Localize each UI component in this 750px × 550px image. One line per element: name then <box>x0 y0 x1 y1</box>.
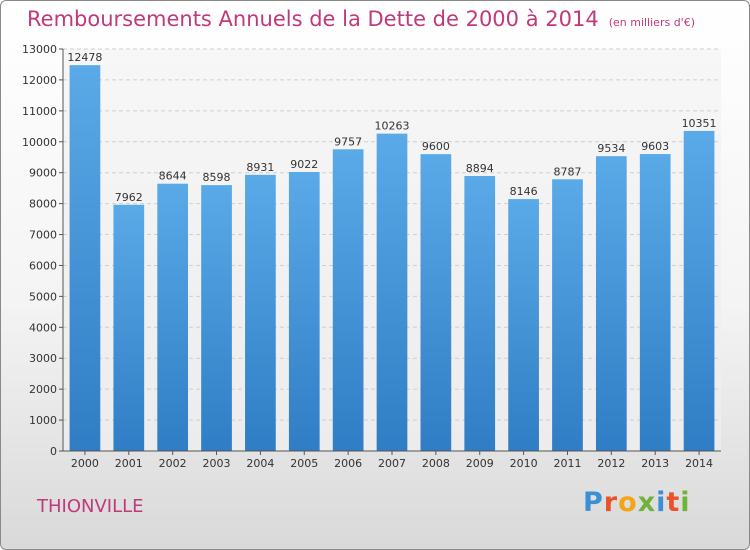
bar-value-label: 8931 <box>246 161 274 174</box>
x-tick-label: 2003 <box>203 457 231 470</box>
chart-title-text: Remboursements Annuels de la Dette de 20… <box>27 7 599 31</box>
bar-value-label: 8787 <box>553 165 581 178</box>
bar <box>639 154 671 451</box>
bar-value-label: 9534 <box>597 142 625 155</box>
x-tick-label: 2000 <box>71 457 99 470</box>
bar-value-label: 9600 <box>422 140 450 153</box>
y-tick-label: 7000 <box>29 229 57 242</box>
bar-value-label: 8644 <box>159 170 187 183</box>
x-tick-label: 2010 <box>510 457 538 470</box>
x-tick-label: 2014 <box>685 457 713 470</box>
bar <box>157 183 189 451</box>
bar <box>464 175 496 451</box>
y-tick-label: 10000 <box>22 136 57 149</box>
y-tick-label: 11000 <box>22 105 57 118</box>
logo-letter: o <box>618 487 638 518</box>
y-tick-label: 6000 <box>29 259 57 272</box>
bar <box>595 156 627 451</box>
bar <box>683 130 715 452</box>
y-tick-label: 8000 <box>29 198 57 211</box>
chart-unit: (en milliers d'€) <box>608 16 695 29</box>
city-name: THIONVILLE <box>37 496 144 517</box>
x-tick-label: 2013 <box>641 457 669 470</box>
logo-letter: r <box>603 487 619 518</box>
y-axis-ticks: 0 1000 2000 3000 4000 5000 6000 7000 8000 9000 100… <box>22 43 63 458</box>
bar <box>508 199 539 451</box>
y-tick-label: 3000 <box>29 352 57 365</box>
y-tick-label: 0 <box>50 445 57 458</box>
x-tick-label: 2009 <box>466 457 494 470</box>
bar-value-label: 10351 <box>682 117 717 130</box>
bar-value-label: 9603 <box>641 140 669 153</box>
bar-chart: 0 1000 2000 3000 4000 5000 6000 7000 8000 9000 100… <box>22 43 721 470</box>
bars: 12478 7962 8644 8598 8931 9022 9757 10263 9600 88… <box>67 51 717 452</box>
logo-letter: i <box>680 487 691 518</box>
y-tick-label: 9000 <box>29 167 57 180</box>
logo-letter: P <box>583 487 604 518</box>
bar <box>113 204 145 451</box>
x-axis-ticks: 2000 2001 2002 2003 2004 2005 2006 2007 2008 2009… <box>71 451 713 470</box>
bar-value-label: 9757 <box>334 135 362 148</box>
x-tick-label: 2008 <box>422 457 450 470</box>
x-tick-label: 2004 <box>246 457 274 470</box>
bar <box>201 185 232 451</box>
x-tick-label: 2007 <box>378 457 406 470</box>
y-tick-label: 2000 <box>29 383 57 396</box>
bar-value-label: 8894 <box>466 162 494 175</box>
bar <box>376 133 408 451</box>
bar <box>332 149 364 451</box>
logo-letter: x <box>637 487 657 518</box>
bar <box>69 65 101 451</box>
bar-value-label: 12478 <box>67 51 102 64</box>
y-tick-label: 13000 <box>22 43 57 56</box>
x-tick-label: 2006 <box>334 457 362 470</box>
bar-value-label: 7962 <box>115 191 143 204</box>
bar <box>245 174 276 452</box>
x-tick-label: 2005 <box>290 457 318 470</box>
bar-value-label: 10263 <box>375 120 410 133</box>
proxiti-logo: Proxiti <box>583 487 691 518</box>
bar-value-label: 9022 <box>290 158 318 171</box>
logo-letter: i <box>656 487 667 518</box>
x-tick-label: 2011 <box>553 457 581 470</box>
x-tick-label: 2001 <box>115 457 143 470</box>
bar-value-label: 8598 <box>203 171 231 184</box>
y-tick-label: 12000 <box>22 74 57 87</box>
chart-title: Remboursements Annuels de la Dette de 20… <box>27 7 695 31</box>
x-tick-label: 2002 <box>159 457 187 470</box>
bar-value-label: 8146 <box>510 185 538 198</box>
logo-letter: t <box>666 487 681 518</box>
bar <box>552 179 583 451</box>
y-tick-label: 4000 <box>29 321 57 334</box>
bar <box>288 172 320 451</box>
x-tick-label: 2012 <box>597 457 625 470</box>
y-tick-label: 5000 <box>29 290 57 303</box>
bar <box>420 154 452 451</box>
y-tick-label: 1000 <box>29 414 57 427</box>
